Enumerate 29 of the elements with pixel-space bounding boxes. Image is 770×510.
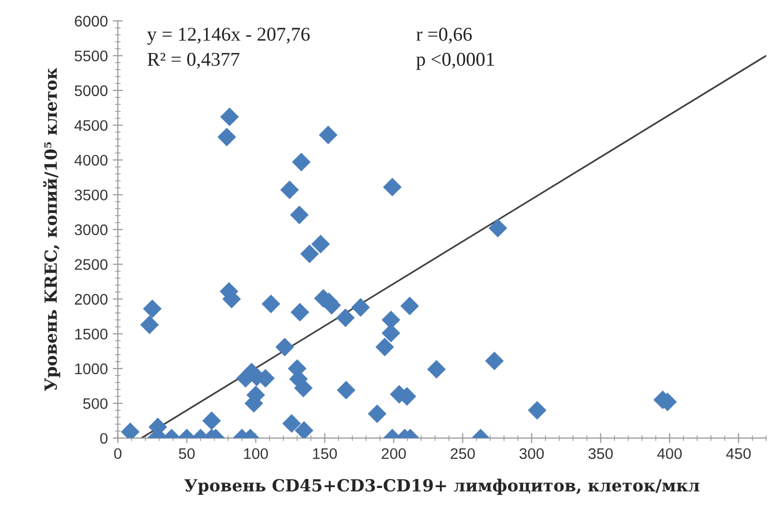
y-tick-label: 4500 (74, 120, 108, 131)
y-tick-label: 4000 (74, 154, 108, 166)
x-tick-label: 250 (450, 448, 475, 460)
y-tick-label: 2000 (74, 294, 108, 305)
y-tick-label: 0 (100, 432, 108, 444)
x-tick-label: 350 (588, 448, 613, 460)
y-tick-label: 3500 (74, 190, 108, 200)
annotation: r =0,66 (416, 28, 472, 44)
x-tick-label: 200 (382, 448, 406, 460)
x-axis-title: Уровень CD45+CD3-CD19+ лимфоцитов, клеток/мкл (184, 478, 700, 495)
y-tick-label: 1000 (75, 363, 108, 374)
x-tick-label: 0 (114, 448, 122, 460)
annotation: y = 12,146x - 207,76 (147, 28, 310, 45)
x-tick-label: 100 (244, 448, 268, 460)
y-tick-label: 5000 (74, 85, 108, 96)
y-tick-label: 3000 (74, 224, 108, 236)
x-tick-label: 400 (657, 448, 682, 460)
x-tick-label: 50 (178, 448, 195, 460)
y-tick-label: 5500 (74, 50, 108, 62)
x-tick-label: 300 (519, 448, 544, 460)
y-tick-label: 6000 (74, 16, 108, 27)
annotation: p <0,0001 (416, 52, 494, 70)
annotation: R² = 0,4377 (148, 52, 240, 69)
y-tick-label: 500 (83, 398, 108, 410)
y-tick-label: 2500 (74, 259, 108, 270)
x-tick-label: 450 (726, 448, 751, 460)
y-tick-label: 1500 (75, 328, 108, 340)
x-tick-label: 150 (313, 448, 337, 460)
y-axis-title: Уровень KREC, копий/10⁵ клеток (43, 68, 60, 391)
